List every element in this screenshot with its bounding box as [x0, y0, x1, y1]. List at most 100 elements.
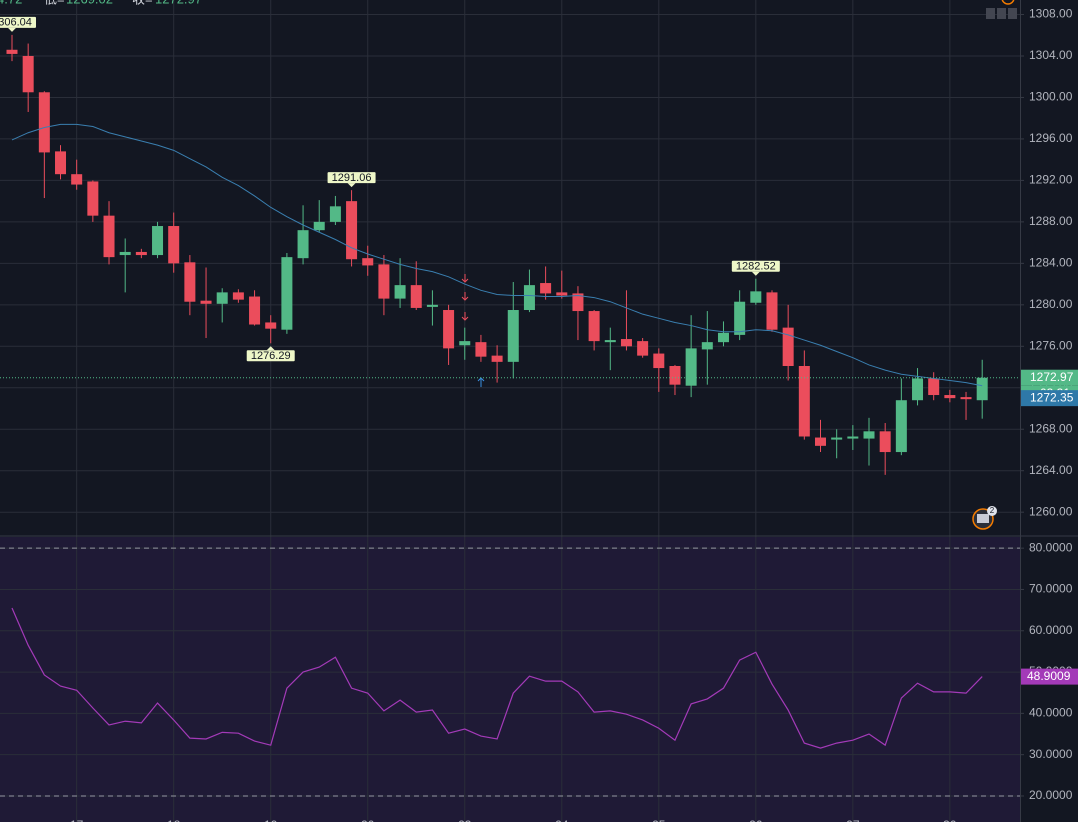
candle-body: [879, 431, 891, 453]
alert-icon[interactable]: [1001, 0, 1015, 5]
candle-body: [443, 310, 455, 349]
extreme-label: 1276.29: [251, 350, 291, 362]
rsi-panel: [0, 537, 1020, 822]
y-tick-label: 1264.00: [1029, 463, 1073, 477]
candle-body: [895, 400, 907, 453]
y-tick-label: 1304.00: [1029, 48, 1073, 62]
label-box: [731, 260, 780, 272]
candle-body: [556, 292, 568, 296]
candle-body: [491, 355, 503, 362]
candle-body: [6, 49, 18, 54]
extreme-label: 1282.52: [736, 261, 776, 273]
candle-body: [653, 353, 665, 369]
candle-body: [604, 340, 616, 343]
candle-body: [928, 378, 940, 396]
candle-body: [669, 365, 681, 385]
x-tick-label: 26: [749, 818, 763, 822]
y-tick-label: 1284.00: [1029, 256, 1073, 270]
candle-body: [475, 342, 487, 357]
y-tick-label: 80.0000: [1029, 540, 1073, 554]
candle-body: [362, 258, 374, 266]
candle-body: [685, 348, 697, 386]
candle-body: [523, 285, 535, 311]
x-tick-label: 17: [70, 818, 84, 822]
badge-count: 2: [990, 506, 995, 515]
candle-body: [378, 264, 390, 299]
candle-body: [410, 285, 422, 308]
candle-body: [572, 293, 584, 312]
y-tick-label: 40.0000: [1029, 706, 1073, 720]
candle-body: [459, 341, 471, 346]
rsi-value-label: 48.9009: [1027, 669, 1071, 683]
y-tick-label: 1296.00: [1029, 131, 1073, 145]
candle-body: [815, 437, 826, 446]
x-tick-label: 24: [555, 818, 569, 822]
bid-price-box: [1021, 390, 1078, 407]
candle-body: [717, 332, 729, 343]
y-tick-label: 1308.00: [1029, 7, 1073, 21]
last-price-label: 1272.97: [1030, 370, 1074, 384]
candle-body: [588, 311, 600, 342]
candle-body: [22, 55, 34, 93]
event-flag[interactable]: 2: [972, 506, 997, 530]
y-tick-label: 60.0000: [1029, 623, 1073, 637]
candle-body: [313, 221, 325, 231]
candle-body: [200, 300, 212, 304]
candle-body: [232, 292, 244, 300]
x-tick-label: 23: [458, 818, 472, 822]
sell-arrow: [461, 292, 469, 301]
candle-body: [135, 251, 147, 256]
candle-body: [184, 262, 196, 302]
candle-body: [426, 304, 438, 307]
candle-body: [168, 226, 180, 264]
label-pointer: [347, 183, 356, 188]
candle-body: [831, 437, 843, 440]
extreme-label: 1306.04: [0, 17, 32, 29]
icon[interactable]: [1008, 8, 1017, 19]
toolbar-icons[interactable]: [986, 0, 1017, 19]
header-text: 1272.97: [155, 0, 202, 6]
flag: [977, 514, 989, 523]
y-tick-label: 1292.00: [1029, 173, 1073, 187]
header-text: 1269.02: [66, 0, 113, 6]
candle-body: [750, 291, 762, 303]
candle-body: [507, 310, 519, 362]
candle-body: [55, 151, 67, 175]
candle-body: [103, 215, 115, 258]
candle-body: [637, 341, 649, 356]
icon[interactable]: [997, 8, 1006, 19]
candle-body: [265, 322, 277, 329]
candle-body: [620, 339, 632, 347]
candle-body: [912, 378, 924, 401]
label-pointer: [751, 271, 760, 276]
y-tick-label: 1288.00: [1029, 214, 1073, 228]
candle-body: [346, 201, 358, 260]
label-box: [246, 350, 295, 362]
x-tick-label: 20: [361, 818, 375, 822]
candle-body: [976, 377, 988, 401]
candle-body: [71, 174, 83, 185]
x-tick-label: 19: [264, 818, 278, 822]
candle-body: [38, 92, 50, 153]
candle-body: [152, 226, 164, 256]
candle-body: [847, 436, 859, 439]
y-tick-label: 1268.00: [1029, 421, 1073, 435]
header-text: 收=: [132, 0, 153, 6]
candle-body: [297, 230, 309, 259]
candle-body: [249, 296, 261, 325]
candle-body: [394, 285, 406, 299]
icon[interactable]: [986, 8, 995, 19]
y-tick-label: 1276.00: [1029, 338, 1073, 352]
x-tick-label: 18: [167, 818, 181, 822]
sell-arrow: [461, 312, 469, 321]
signal-arrows: [461, 274, 485, 387]
moving-average: [11, 123, 983, 387]
candle-body: [798, 365, 810, 437]
y-tick-label: 20.0000: [1029, 788, 1073, 802]
candle-body: [863, 431, 875, 439]
candle-body: [540, 283, 552, 294]
marks-layer: [6, 34, 988, 475]
extreme-label: 1291.06: [332, 172, 372, 184]
